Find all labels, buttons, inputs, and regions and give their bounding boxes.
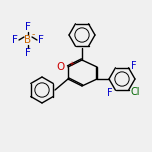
Text: -: -	[31, 31, 35, 40]
Text: F: F	[25, 48, 31, 58]
Text: F: F	[12, 35, 18, 45]
Text: F: F	[25, 22, 31, 32]
Text: B: B	[24, 35, 32, 45]
Text: F: F	[38, 35, 44, 45]
Text: +: +	[68, 61, 75, 67]
Text: O: O	[57, 62, 65, 72]
Text: F: F	[107, 88, 112, 98]
Text: Cl: Cl	[131, 87, 140, 97]
Text: F: F	[131, 61, 137, 71]
